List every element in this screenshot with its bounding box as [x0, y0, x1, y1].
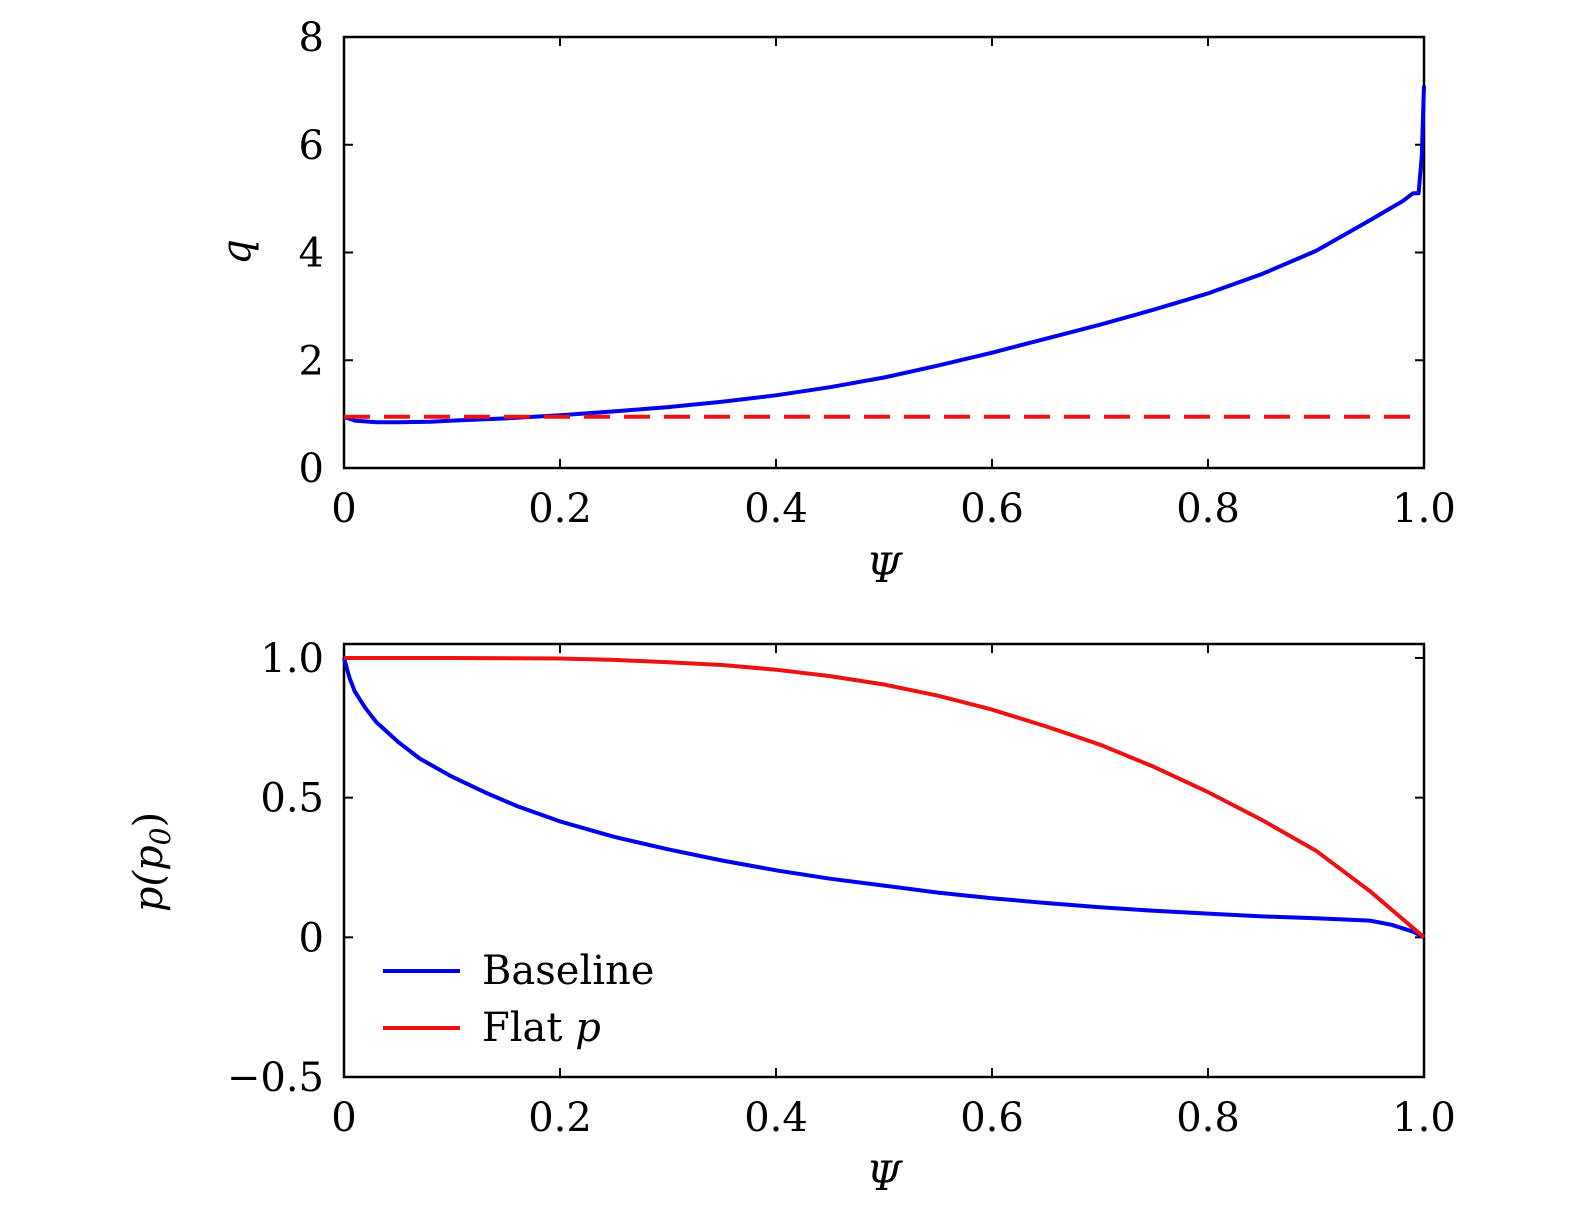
q-profile-panel: 0 0.2 0.4 0.6 0.8 1.0 0 2 4 6 8 Ψ q — [214, 15, 1456, 592]
p-y-axis-label-close: ) — [126, 812, 172, 828]
p-series-flat-p — [344, 656, 1426, 939]
q-y-axis-label: q — [214, 239, 260, 265]
q-series-lines — [343, 85, 1426, 425]
p-x-tick-label: 0.6 — [960, 1095, 1024, 1141]
p-y-axis-label: p(p0) — [126, 812, 177, 912]
q-x-tick-label: 0 — [331, 486, 356, 532]
p-series-lines — [342, 656, 1426, 940]
legend-text-flat: Flat — [482, 1005, 575, 1051]
q-x-tick-label: 0.6 — [960, 486, 1024, 532]
q-y-ticks: 0 2 4 6 8 — [299, 15, 1424, 492]
p-y-tick-label: 1.0 — [260, 636, 324, 682]
legend-text-p: p — [575, 1005, 601, 1051]
q-y-tick-label: 4 — [299, 231, 324, 277]
p-x-ticks: 0 0.2 0.4 0.6 0.8 1.0 — [331, 644, 1456, 1141]
p-y-ticks: −0.5 0 0.5 1.0 — [227, 636, 1424, 1101]
q-x-ticks: 0 0.2 0.4 0.6 0.8 1.0 — [331, 37, 1456, 532]
p-series-baseline — [342, 657, 1425, 940]
legend-text-baseline: Baseline — [482, 948, 654, 994]
q-x-tick-label: 0.2 — [528, 486, 592, 532]
p-x-tick-label: 0.8 — [1176, 1095, 1240, 1141]
q-x-tick-label: 0.4 — [744, 486, 808, 532]
q-plot-frame — [342, 35, 1426, 470]
legend-label-baseline: Baseline — [482, 948, 654, 994]
p-y-tick-label: −0.5 — [227, 1055, 324, 1101]
p-x-tick-label: 0.2 — [528, 1095, 592, 1141]
q-series-baseline — [343, 85, 1426, 425]
q-x-axis-label: Ψ — [866, 546, 903, 592]
pressure-profile-panel: 0 0.2 0.4 0.6 0.8 1.0 −0.500.51.0 Ψ p(p0) Bas… — [126, 636, 1456, 1200]
p-x-tick-label: 0 — [331, 1095, 356, 1141]
legend: Baseline Flat p — [383, 948, 654, 1051]
q-y-tick-label: 8 — [299, 15, 324, 61]
p-x-tick-label: 1.0 — [1392, 1095, 1456, 1141]
q-x-tick-label: 1.0 — [1392, 486, 1456, 532]
q-y-tick-label: 0 — [299, 446, 324, 492]
q-y-tick-label: 6 — [299, 123, 324, 169]
p-y-axis-label-main: p(p — [126, 845, 172, 912]
p-y-axis-label-sub: 0 — [144, 827, 177, 845]
p-x-tick-label: 0.4 — [744, 1095, 808, 1141]
q-y-tick-label: 2 — [299, 338, 324, 384]
q-x-tick-label: 0.8 — [1176, 486, 1240, 532]
legend-label-flat-p: Flat p — [482, 1005, 601, 1051]
p-plot-frame — [342, 642, 1426, 1079]
p-y-tick-label: 0.5 — [260, 776, 324, 822]
p-x-axis-label: Ψ — [866, 1154, 903, 1200]
p-y-tick-label: 0 — [299, 915, 324, 961]
